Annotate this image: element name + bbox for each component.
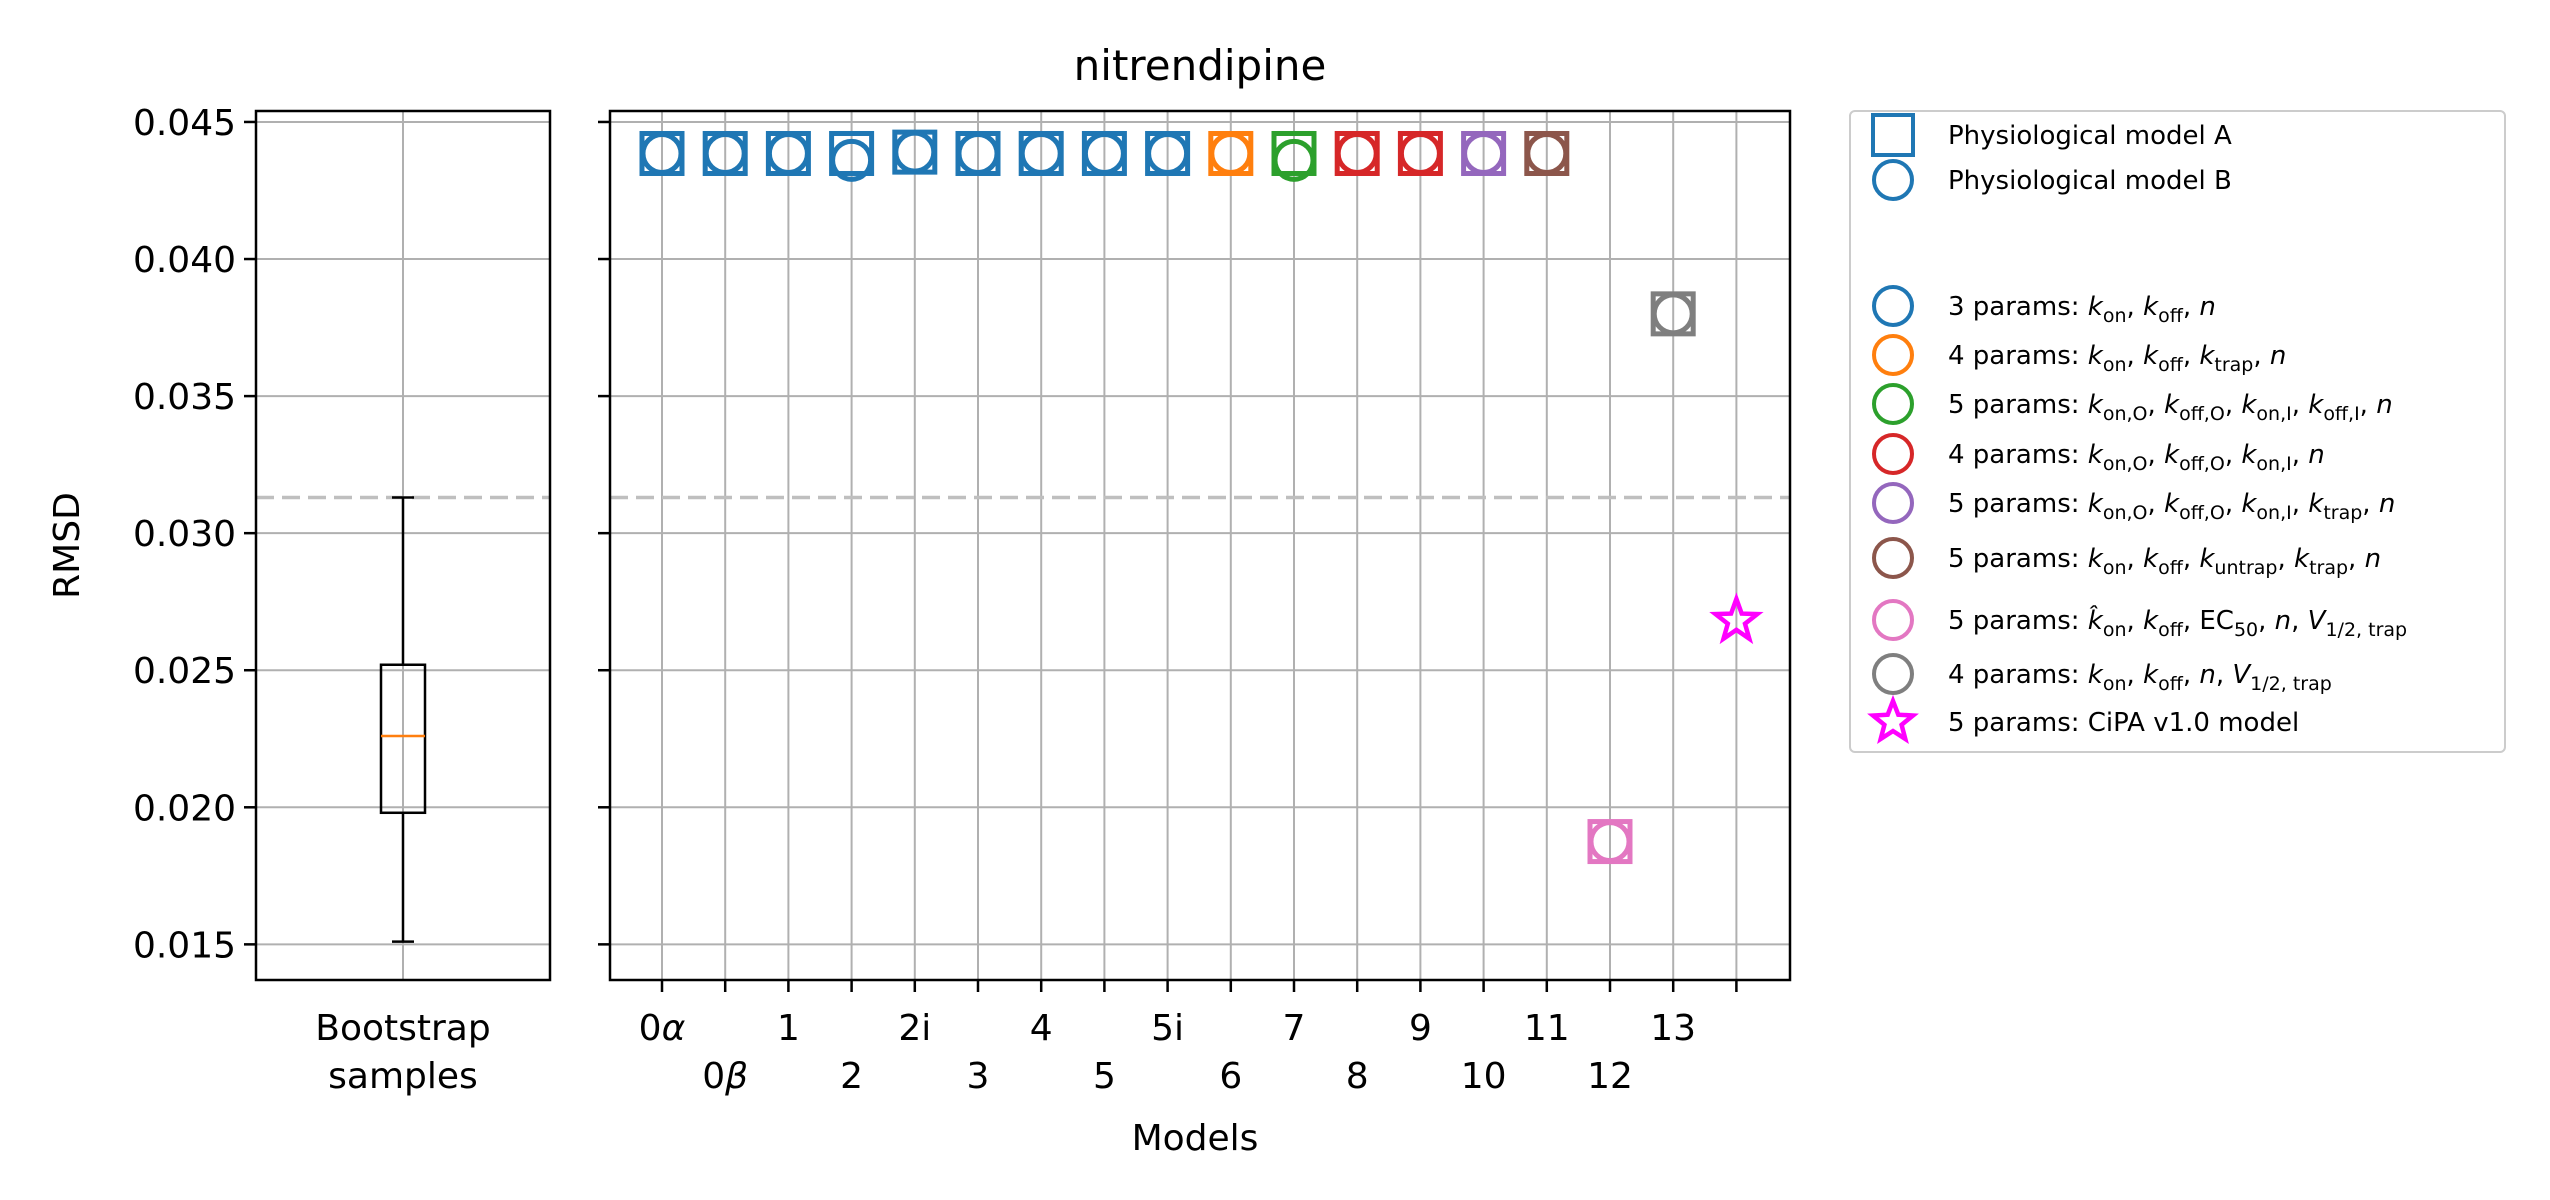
y-tick-label: 0.015	[133, 925, 236, 966]
model-b-circle-marker	[1398, 131, 1442, 175]
x-tick-label: 5i	[1151, 1008, 1184, 1049]
bootstrap-xlabel-line1: Bootstrap	[315, 1008, 490, 1049]
y-tick-label: 0.045	[133, 103, 236, 144]
model-b-circle-marker	[956, 131, 1000, 175]
legend-circle-marker	[1872, 653, 1914, 695]
model-b-circle-marker	[1462, 131, 1506, 175]
cipa-star-marker	[1709, 592, 1764, 645]
x-tick-label: 9	[1409, 1008, 1432, 1049]
legend-circle-marker	[1872, 537, 1914, 579]
y-axis-ticks: 0.015 0.020 0.025 0.030 0.035 0.040 0.045	[133, 103, 256, 966]
x-tick-label: 2i	[898, 1008, 931, 1049]
model-b-circle-marker	[703, 131, 747, 175]
x-tick-label: 0α	[639, 1008, 686, 1049]
x-axis-label: Models	[1132, 1118, 1259, 1159]
legend-label: Physiological model B	[1948, 166, 2232, 196]
legend-label: 5 params: kon,O, koff,O, kon,I, koff,I, …	[1948, 390, 2393, 425]
legend-label: 5 params: kon, koff, kuntrap, ktrap, n	[1948, 544, 2381, 579]
x-tick-label: 5	[1093, 1056, 1116, 1097]
x-tick-label: 8	[1346, 1056, 1369, 1097]
legend-circle-marker	[1872, 285, 1914, 327]
box-iqr	[379, 663, 427, 815]
legend-square-marker	[1871, 113, 1915, 157]
legend-label: 4 params: kon, koff, ktrap, n	[1948, 341, 2286, 376]
x-tick-label: 2	[840, 1056, 863, 1097]
x-tick-label: 12	[1587, 1056, 1633, 1097]
legend-label: 5 params: kon,O, koff,O, kon,I, ktrap, n	[1948, 489, 2395, 524]
model-b-circle-marker	[1272, 138, 1316, 182]
bootstrap-boxplot	[379, 496, 427, 943]
y-tick-label: 0.025	[133, 651, 236, 692]
x-tick-label: 0β	[702, 1056, 748, 1097]
model-b-circle-marker	[1651, 292, 1695, 336]
models-gridlines	[610, 111, 1790, 980]
model-markers	[639, 129, 1764, 865]
model-b-circle-marker	[640, 131, 684, 175]
model-b-circle-marker	[1019, 131, 1063, 175]
legend-label: 4 params: kon,O, koff,O, kon,I, n	[1948, 440, 2325, 475]
y-axis-label: RMSD	[47, 492, 88, 599]
x-tick-label: 4	[1030, 1008, 1053, 1049]
x-tick-label: 7	[1283, 1008, 1306, 1049]
legend-circle-marker	[1872, 599, 1914, 641]
x-tick-label: 3	[967, 1056, 990, 1097]
y-tick-label: 0.040	[133, 240, 236, 281]
model-b-circle-marker	[1588, 820, 1632, 864]
y-tick-label: 0.035	[133, 377, 236, 418]
legend-label: 5 params: k̂on, koff, EC50, n, V1/2, tra…	[1948, 604, 2407, 641]
model-b-circle-marker	[1146, 131, 1190, 175]
legend-label: 4 params: kon, koff, n, V1/2, trap	[1948, 660, 2332, 695]
legend-label: Physiological model A	[1948, 121, 2232, 151]
legend-frame	[1849, 110, 2506, 753]
models-axes-frame	[608, 109, 1792, 982]
model-b-circle-marker	[1335, 131, 1379, 175]
legend-star-marker	[1867, 694, 1919, 745]
legend-label: 3 params: kon, koff, n	[1948, 292, 2216, 327]
legend-label: 5 params: CiPA v1.0 model	[1948, 708, 2299, 738]
bootstrap-xlabel-line2: samples	[328, 1056, 478, 1097]
x-tick-label: 13	[1650, 1008, 1696, 1049]
model-b-circle-marker	[1525, 131, 1569, 175]
legend-circle-marker	[1872, 433, 1914, 475]
x-tick-label: 11	[1524, 1008, 1570, 1049]
legend-circle-marker	[1872, 383, 1914, 425]
legend: Physiological model A Physiological model…	[1849, 110, 2506, 753]
x-tick-label: 6	[1219, 1056, 1242, 1097]
chart-title: nitrendipine	[1074, 41, 1327, 90]
y-tick-label: 0.030	[133, 514, 236, 555]
legend-circle-marker	[1872, 482, 1914, 524]
model-b-circle-marker	[766, 131, 810, 175]
x-tick-label: 1	[777, 1008, 800, 1049]
models-panel: nitrendipine 0α 1 2i 4 5i 7 9 11 13 0β 2 3 5 6 8 10 12 M…	[598, 41, 1792, 1159]
bootstrap-axes-frame	[254, 109, 552, 982]
models-axis-ticks: 0α 1 2i 4 5i 7 9 11 13 0β 2 3 5 6 8 10 12	[598, 120, 1738, 1097]
legend-circle-marker	[1872, 334, 1914, 376]
model-b-circle-marker	[830, 138, 874, 182]
bootstrap-panel: 0.015 0.020 0.025 0.030 0.035 0.040 0.045 RMSD…	[47, 103, 552, 1097]
model-b-circle-marker	[1209, 131, 1253, 175]
x-tick-label: 10	[1461, 1056, 1507, 1097]
model-b-circle-marker	[893, 130, 937, 174]
y-tick-label: 0.020	[133, 788, 236, 829]
legend-circle-marker	[1872, 159, 1914, 201]
model-b-circle-marker	[1082, 131, 1126, 175]
